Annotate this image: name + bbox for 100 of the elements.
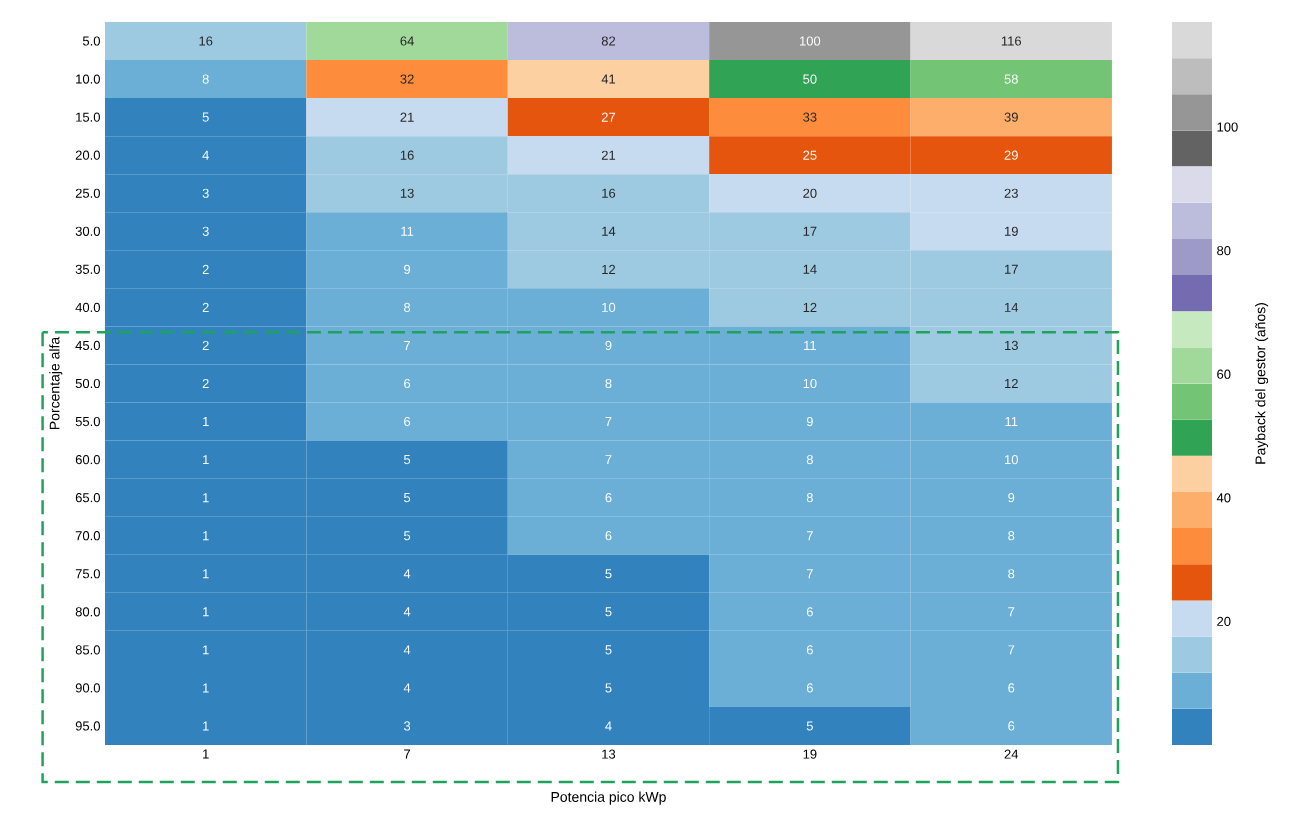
data-label: 14	[602, 226, 616, 236]
data-label: 6	[806, 683, 813, 693]
data-label: 14	[803, 264, 817, 274]
data-label: 1	[203, 607, 209, 617]
data-label: 19	[1005, 226, 1018, 236]
data-label: 5	[605, 607, 612, 617]
data-label: 5	[605, 569, 612, 579]
y-tick-label: 15.0	[76, 112, 100, 122]
data-label: 8	[806, 493, 813, 503]
color-bar-label: 20	[1217, 616, 1231, 626]
data-label: 6	[404, 416, 411, 427]
data-label: 58	[1004, 74, 1018, 84]
data-label: 100	[800, 36, 821, 46]
x-tick-label: 7	[404, 749, 411, 759]
y-tick-label: 20.0	[75, 150, 100, 160]
data-label: 1	[203, 569, 209, 579]
color-bar-label: 80	[1217, 246, 1231, 256]
data-label: 4	[403, 607, 411, 617]
data-label: 16	[400, 150, 414, 160]
data-label: 2	[202, 264, 209, 274]
data-label: 3	[403, 721, 411, 731]
x-tick-label: 19	[803, 749, 817, 759]
data-label: 12	[1005, 378, 1018, 389]
data-label: 6	[1008, 721, 1015, 731]
data-label: 27	[601, 112, 616, 122]
data-label: 8	[202, 74, 209, 84]
data-label: 2	[202, 340, 209, 350]
data-label: 9	[1008, 493, 1015, 503]
data-label: 16	[199, 36, 213, 46]
data-label: 41	[601, 74, 616, 84]
data-label: 3	[202, 226, 209, 236]
y-tick-label: 75.0	[75, 569, 100, 579]
data-label: 3	[202, 188, 209, 198]
data-label: 10	[602, 302, 616, 312]
data-label: 25	[803, 150, 817, 160]
data-label: 8	[1008, 569, 1015, 579]
data-label: 8	[1008, 531, 1015, 541]
data-label: 1	[203, 721, 209, 731]
data-label: 8	[806, 455, 813, 465]
data-label: 11	[401, 226, 414, 236]
x-tick-label: 24	[1004, 749, 1019, 759]
y-tick-label: 95.0	[75, 721, 100, 731]
y-tick-label: 30.0	[75, 226, 100, 236]
y-tick-label: 40.0	[75, 302, 100, 312]
data-label: 17	[803, 226, 817, 236]
data-label: 4	[403, 683, 411, 693]
data-label: 6	[806, 607, 813, 617]
data-label: 6	[605, 531, 612, 541]
data-label: 116	[1001, 36, 1022, 46]
y-tick-label: 55.0	[75, 416, 100, 427]
data-label: 7	[605, 417, 612, 427]
y-tick-label: 80.0	[75, 607, 100, 617]
x-axis-title: Potencia pico kWp	[551, 791, 666, 805]
data-label: 7	[404, 340, 411, 350]
data-label: 7	[1008, 607, 1015, 617]
data-label: 7	[605, 455, 612, 465]
x-tick-label: 13	[602, 749, 616, 759]
data-label: 6	[806, 645, 813, 655]
data-label: 1	[203, 683, 209, 693]
data-label: 33	[803, 112, 817, 122]
y-tick-label: 25.0	[75, 188, 100, 198]
color-bar-title: Payback del gestor (años)	[1255, 303, 1269, 464]
data-label: 1	[203, 417, 209, 427]
data-label: 20	[803, 188, 817, 198]
data-label: 12	[602, 264, 616, 274]
data-label: 9	[806, 416, 813, 427]
data-label: 1	[203, 455, 209, 465]
data-label: 13	[1005, 340, 1018, 351]
data-label: 5	[403, 455, 411, 465]
data-label: 1	[203, 645, 209, 655]
data-label: 23	[1004, 188, 1018, 198]
data-label: 50	[803, 74, 817, 84]
color-bar-label: 40	[1216, 493, 1231, 503]
data-label: 5	[806, 721, 813, 731]
data-label: 16	[602, 188, 616, 198]
x-tick-label: 1	[203, 749, 209, 759]
data-label: 6	[404, 378, 411, 389]
data-label: 29	[1004, 150, 1018, 160]
data-label: 7	[806, 531, 813, 541]
data-label: 10	[803, 378, 817, 389]
data-label: 12	[803, 302, 817, 312]
data-label: 21	[400, 112, 414, 122]
data-label: 5	[403, 493, 411, 503]
y-tick-label: 60.0	[75, 455, 100, 465]
data-label: 82	[601, 36, 616, 46]
data-label: 5	[605, 645, 612, 655]
data-label: 4	[403, 645, 411, 655]
data-label: 21	[601, 150, 616, 160]
data-label: 39	[1004, 112, 1018, 122]
y-axis-title: Porcentaje alfa	[49, 336, 63, 430]
y-tick-label: 70.0	[75, 531, 100, 541]
data-label: 9	[404, 264, 411, 274]
data-label: 13	[400, 188, 414, 198]
color-bar-label: 60	[1217, 369, 1231, 379]
data-label: 4	[202, 150, 209, 160]
y-tick-label: 50.0	[75, 378, 100, 389]
y-tick-label: 45.0	[75, 340, 100, 351]
data-label: 5	[605, 683, 612, 693]
data-label: 7	[1008, 645, 1015, 655]
data-label: 1	[203, 493, 209, 503]
